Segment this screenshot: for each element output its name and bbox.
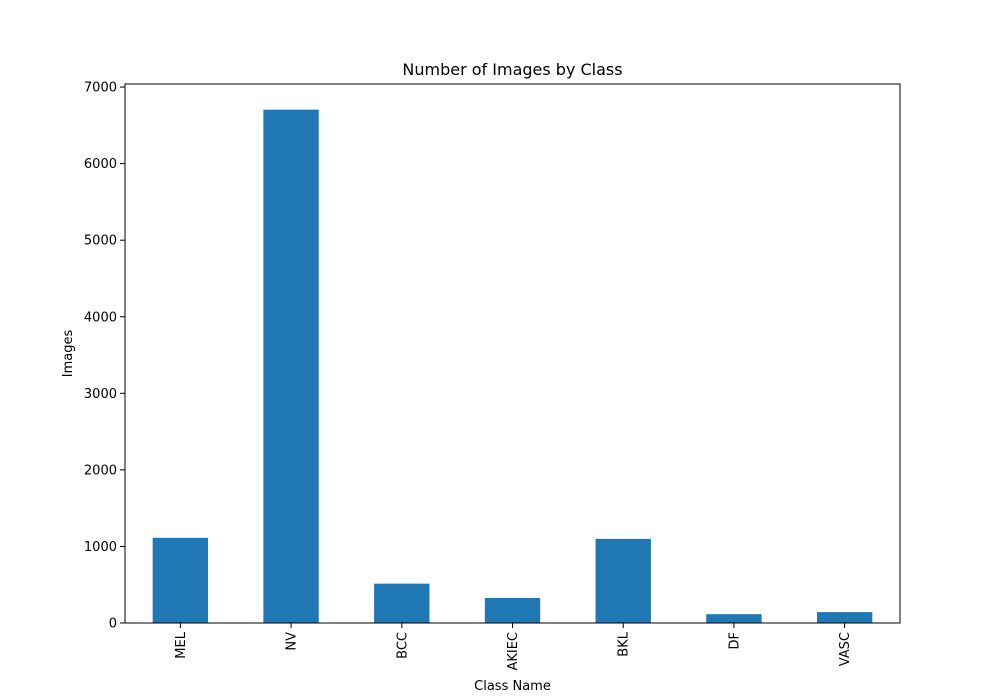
y-tick-label: 2000 [84,463,117,478]
y-tick-label: 1000 [84,540,117,555]
bar-df [706,614,762,623]
x-axis-label: Class Name [474,679,551,694]
bar-mel [152,537,209,623]
plot-frame [124,83,901,624]
chart-title: Number of Images by Class [402,60,622,79]
x-tick-label: VASC [838,632,853,666]
bar-nv [263,109,319,623]
x-tick-label: MEL [174,631,189,658]
x-axis: MEL NV BCC AKIEC BKL DF VASC [174,623,853,671]
x-tick-label: DF [727,632,742,650]
y-tick-label: 7000 [84,81,117,96]
bar-vasc [816,612,873,623]
y-tick-label: 3000 [84,387,117,402]
bar-bkl [595,538,651,623]
x-tick-label: BKL [617,631,632,656]
y-axis-label: Images [61,330,76,378]
y-tick-label: 0 [109,617,117,632]
x-tick-label: AKIEC [506,632,521,671]
y-tick-label: 5000 [84,234,117,249]
y-tick-label: 4000 [84,310,117,325]
bar-akiec [484,597,541,623]
y-axis: 0 1000 2000 3000 4000 5000 6000 7000 [84,81,125,632]
bars-group [152,109,873,623]
x-tick-label: NV [285,632,300,651]
y-tick-label: 6000 [84,157,117,172]
x-tick-label: BCC [395,632,410,659]
bar-bcc [374,583,430,623]
